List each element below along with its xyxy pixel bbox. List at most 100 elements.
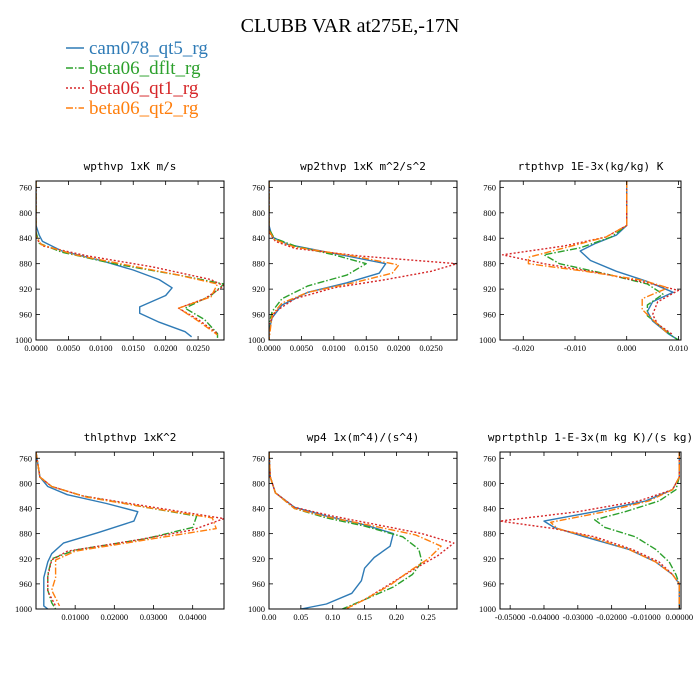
y-tick-label: 800: [19, 208, 32, 218]
series-line: [36, 452, 139, 609]
plot-frame: [499, 451, 682, 610]
y-tick-label: 760: [252, 453, 265, 463]
legend-entry: cam078_qt5_rg: [89, 38, 208, 59]
plot-frame: [35, 451, 225, 610]
x-tick-label: 0.25: [421, 612, 436, 622]
y-tick-label: 760: [19, 182, 32, 192]
y-tick-label: 920: [483, 554, 496, 564]
y-tick-label: 800: [19, 478, 32, 488]
x-tick-label: -0.010: [564, 343, 586, 353]
y-tick-label: 840: [19, 233, 32, 243]
series-line: [500, 452, 680, 609]
chart-panel: rtpthvp 1E-3x(kg/kg) K 760 800 840 880 920 960…: [479, 160, 688, 353]
x-tick-label: 0.0050: [57, 343, 80, 353]
x-tick-label: 0.0050: [290, 343, 313, 353]
y-tick-label: 760: [483, 453, 496, 463]
panel-title: wp4 1x(m^4)/(s^4): [307, 431, 420, 444]
chart-panel: wpthvp 1xK m/s76080084088092096010000.00…: [15, 160, 225, 353]
x-tick-label: 0.010: [669, 343, 688, 353]
series-line: [269, 181, 457, 340]
plot-frame: [268, 180, 458, 341]
y-tick-label: 960: [19, 310, 32, 320]
series-line: [527, 181, 669, 335]
y-tick-label: 760: [483, 182, 496, 192]
y-tick-label: 880: [252, 529, 265, 539]
y-tick-label: 760: [252, 182, 265, 192]
x-tick-label: 0.0100: [322, 343, 345, 353]
series-line: [269, 181, 400, 340]
x-tick-label: 0.01000: [61, 612, 89, 622]
y-tick-label: 920: [483, 284, 496, 294]
y-tick-label: 960: [252, 310, 265, 320]
x-tick-label: 0.04000: [179, 612, 207, 622]
series-line: [36, 181, 224, 340]
chart-panel: wprtpthlp 1-E-3x(m kg K)/(s kg) 760 800 840…: [479, 431, 693, 622]
x-tick-label: 0.00: [262, 612, 277, 622]
y-tick-label: 880: [19, 259, 32, 269]
x-tick-label: -0.03000: [563, 612, 593, 622]
x-tick-label: -0.05000: [495, 612, 525, 622]
y-tick-label: 960: [252, 579, 265, 589]
series-line: [543, 181, 679, 340]
y-tick-label: 960: [19, 579, 32, 589]
series-line: [269, 181, 387, 340]
series-line: [594, 452, 680, 609]
y-tick-label: 920: [252, 554, 265, 564]
y-tick-label: 880: [483, 259, 496, 269]
y-tick-label: 800: [252, 208, 265, 218]
x-tick-label: 0.0250: [419, 343, 442, 353]
panel-title: thlpthvp 1xK^2: [84, 431, 177, 444]
x-tick-label: 0.02000: [101, 612, 129, 622]
y-tick-label: 1000: [479, 335, 496, 345]
y-tick-label: 1000: [15, 335, 32, 345]
y-tick-label: 800: [483, 478, 496, 488]
panel-title: rtpthvp 1E-3x(kg/kg) K: [518, 160, 664, 173]
x-tick-label: -0.04000: [529, 612, 559, 622]
x-tick-label: 0.0200: [154, 343, 177, 353]
series-line: [501, 181, 680, 336]
series-line: [36, 452, 217, 607]
y-tick-label: 880: [483, 529, 496, 539]
y-tick-label: 1000: [248, 335, 265, 345]
y-tick-label: 960: [483, 579, 496, 589]
y-tick-label: 800: [252, 478, 265, 488]
x-tick-label: 0.0150: [355, 343, 378, 353]
y-tick-label: 1000: [248, 604, 265, 614]
series-line: [269, 452, 394, 609]
y-tick-label: 920: [19, 284, 32, 294]
x-tick-label: 0.0100: [89, 343, 112, 353]
x-tick-label: 0.20: [389, 612, 404, 622]
panel-title: wprtpthlp 1-E-3x(m kg K)/(s kg): [488, 431, 693, 444]
series-line: [269, 452, 442, 609]
legend-entry: beta06_dflt_rg: [89, 58, 201, 79]
x-tick-label: 0.05: [293, 612, 308, 622]
y-tick-label: 960: [483, 310, 496, 320]
x-tick-label: 0.15: [357, 612, 372, 622]
y-tick-label: 840: [483, 233, 496, 243]
chart-panel: wp4 1x(m^4)/(s^4)76080084088092096010000…: [248, 431, 458, 622]
x-tick-label: 0.000: [617, 343, 636, 353]
series-line: [269, 452, 455, 609]
x-tick-label: 0.0150: [122, 343, 145, 353]
series-line: [36, 452, 198, 609]
legend-entry: beta06_qt1_rg: [89, 78, 199, 99]
figure-title: CLUBB VAR at275E,-17N: [241, 15, 460, 37]
y-tick-label: 800: [483, 208, 496, 218]
y-tick-label: 1000: [479, 604, 496, 614]
y-tick-label: 920: [19, 554, 32, 564]
series-line: [579, 181, 679, 340]
series-line: [36, 452, 224, 607]
series-line: [269, 181, 367, 340]
series-line: [550, 452, 680, 609]
series-line: [269, 452, 423, 609]
x-tick-label: 0.0250: [186, 343, 209, 353]
x-tick-label: -0.02000: [596, 612, 626, 622]
y-tick-label: 760: [19, 453, 32, 463]
legend-entry: beta06_qt2_rg: [89, 98, 199, 119]
y-tick-label: 840: [483, 504, 496, 514]
panel-title: wp2thvp 1xK m^2/s^2: [300, 160, 426, 173]
y-tick-label: 880: [252, 259, 265, 269]
y-tick-label: 880: [19, 529, 32, 539]
y-tick-label: 920: [252, 284, 265, 294]
